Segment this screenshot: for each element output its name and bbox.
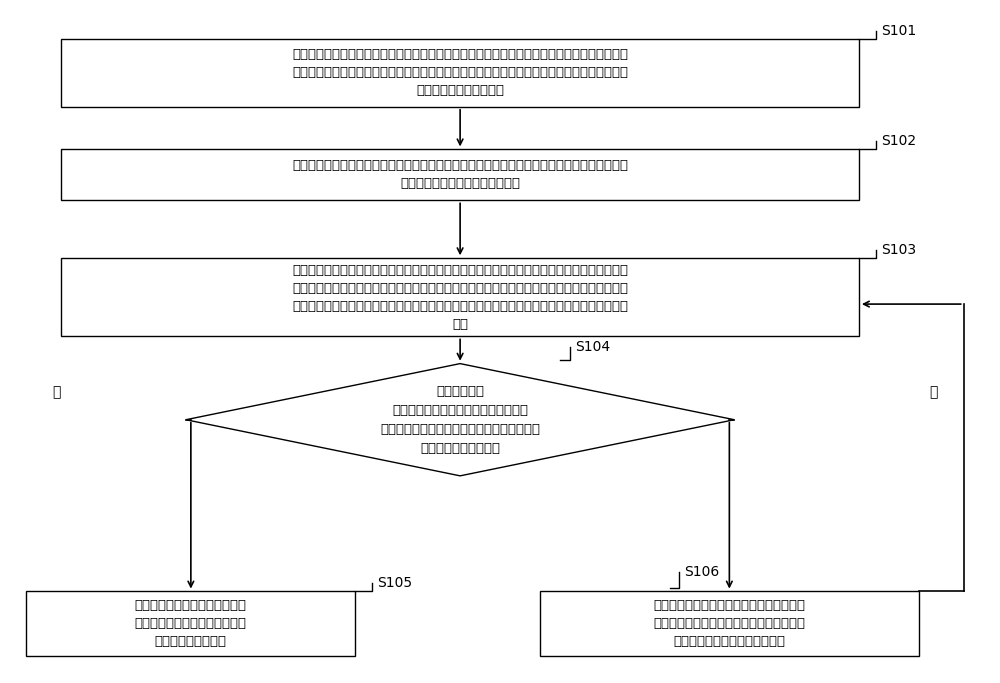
- Text: S105: S105: [377, 576, 412, 590]
- Text: S106: S106: [684, 566, 720, 579]
- FancyBboxPatch shape: [61, 150, 859, 200]
- Text: 针对每一当前个体，根据所述当前个体中的节点间电气联系紧密程度获取所述当前个体的模块度
指标，根据所述当前个体中各节点的功率值、所述当前个体储能的功率调节能力获取: 针对每一当前个体，根据所述当前个体中的节点间电气联系紧密程度获取所述当前个体的模…: [292, 264, 628, 331]
- Text: S101: S101: [881, 24, 916, 38]
- FancyBboxPatch shape: [26, 591, 355, 656]
- Text: 将集群性能指标值最小值对应的
所述当前个体代表的网络连接架
构作为目标连接架构: 将集群性能指标值最小值对应的 所述当前个体代表的网络连接架 构作为目标连接架构: [135, 599, 247, 648]
- Text: 利用遗传算法对种群进行个体的选择、个体
间的交叉和个体的变异处理，并将处理后的
网络所对应的个体作为当前个体: 利用遗传算法对种群进行个体的选择、个体 间的交叉和个体的变异处理，并将处理后的 …: [653, 599, 805, 648]
- FancyBboxPatch shape: [540, 591, 919, 656]
- Text: S103: S103: [881, 243, 916, 257]
- Text: 将待进行集群划分的配电网抽象为由节点和边连接而成的网络，并将所述网络中相互连接的两个
节点之间的连接关系使用第一预设值表示，将所述网络中相互之间无连接的两个节点: 将待进行集群划分的配电网抽象为由节点和边连接而成的网络，并将所述网络中相互连接的…: [292, 48, 628, 97]
- Polygon shape: [186, 363, 734, 476]
- Text: S104: S104: [575, 339, 610, 354]
- Text: 否: 否: [930, 385, 938, 400]
- Text: 是: 是: [52, 385, 60, 400]
- FancyBboxPatch shape: [61, 39, 859, 107]
- Text: 判断所述各个
当前个体分别对应的集群性能指标中的
最小值是否小于第三预设阈值，或者迭代次数
是否达到第四预设阈值: 判断所述各个 当前个体分别对应的集群性能指标中的 最小值是否小于第三预设阈值，或…: [380, 385, 540, 455]
- Text: S102: S102: [881, 134, 916, 148]
- FancyBboxPatch shape: [61, 258, 859, 337]
- Text: 随机分别将所述网络中的若干个第一预设值更改为第二预设值，获取更改后的网络对应的若干个
个体，并将所述个体作为当前个体: 随机分别将所述网络中的若干个第一预设值更改为第二预设值，获取更改后的网络对应的若…: [292, 159, 628, 191]
